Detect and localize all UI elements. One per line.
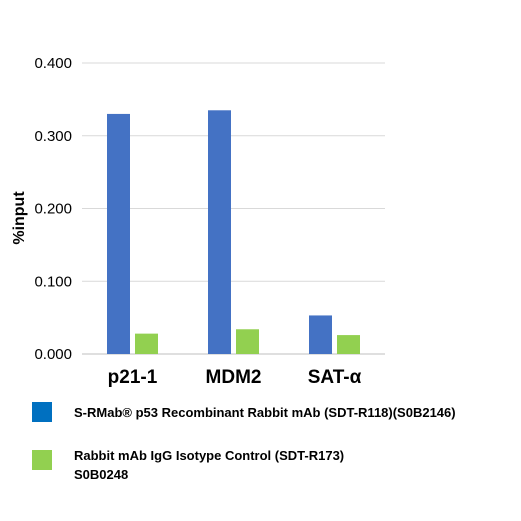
bar-2-3 [337,335,360,354]
bar-1-1 [107,113,130,354]
y-axis-title: %input [11,191,28,245]
y-tick-label: 0.100 [34,273,72,290]
legend-swatch-series-1 [32,402,52,422]
y-tick-label: 0.400 [34,55,72,72]
gridlines [82,62,385,355]
legend-label-series-2-line-2: S0B0248 [74,467,129,482]
bar-2-2 [236,329,259,354]
legend-label-series-1-text: S-RMab® p53 Recombinant Rabbit mAb (SDT-… [74,405,456,420]
x-category-label: MDM2 [206,367,262,388]
legend-label-series-2: Rabbit mAb IgG Isotype Control (SDT-R173… [74,446,514,484]
legend-label-series-2-line-1: Rabbit mAb IgG Isotype Control (SDT-R173… [74,448,345,463]
y-axis-ticks: 0.000 0.100 0.200 0.300 0.400 [34,55,72,363]
bars [107,110,360,354]
legend-label-series-1: S-RMab® p53 Recombinant Rabbit mAb (SDT-… [74,403,514,422]
y-tick-label: 0.000 [34,346,72,363]
x-category-label: p21-1 [108,367,158,388]
x-category-label: SAT-α [308,367,362,388]
legend: S-RMab® p53 Recombinant Rabbit mAb (SDT-… [32,398,512,498]
y-tick-label: 0.300 [34,128,72,145]
bar-1-2 [208,110,231,354]
legend-item-series-2: Rabbit mAb IgG Isotype Control (SDT-R173… [32,448,512,498]
bar-1-3 [309,315,332,354]
x-axis-categories: p21-1 MDM2 SAT-α [108,367,362,388]
bar-2-1 [135,333,158,354]
legend-item-series-1: S-RMab® p53 Recombinant Rabbit mAb (SDT-… [32,398,512,448]
y-tick-label: 0.200 [34,201,72,218]
chart: 0.000 0.100 0.200 0.300 0.400 p21-1 MDM2 SAT-α… [11,55,385,388]
legend-swatch-series-2 [32,450,52,470]
